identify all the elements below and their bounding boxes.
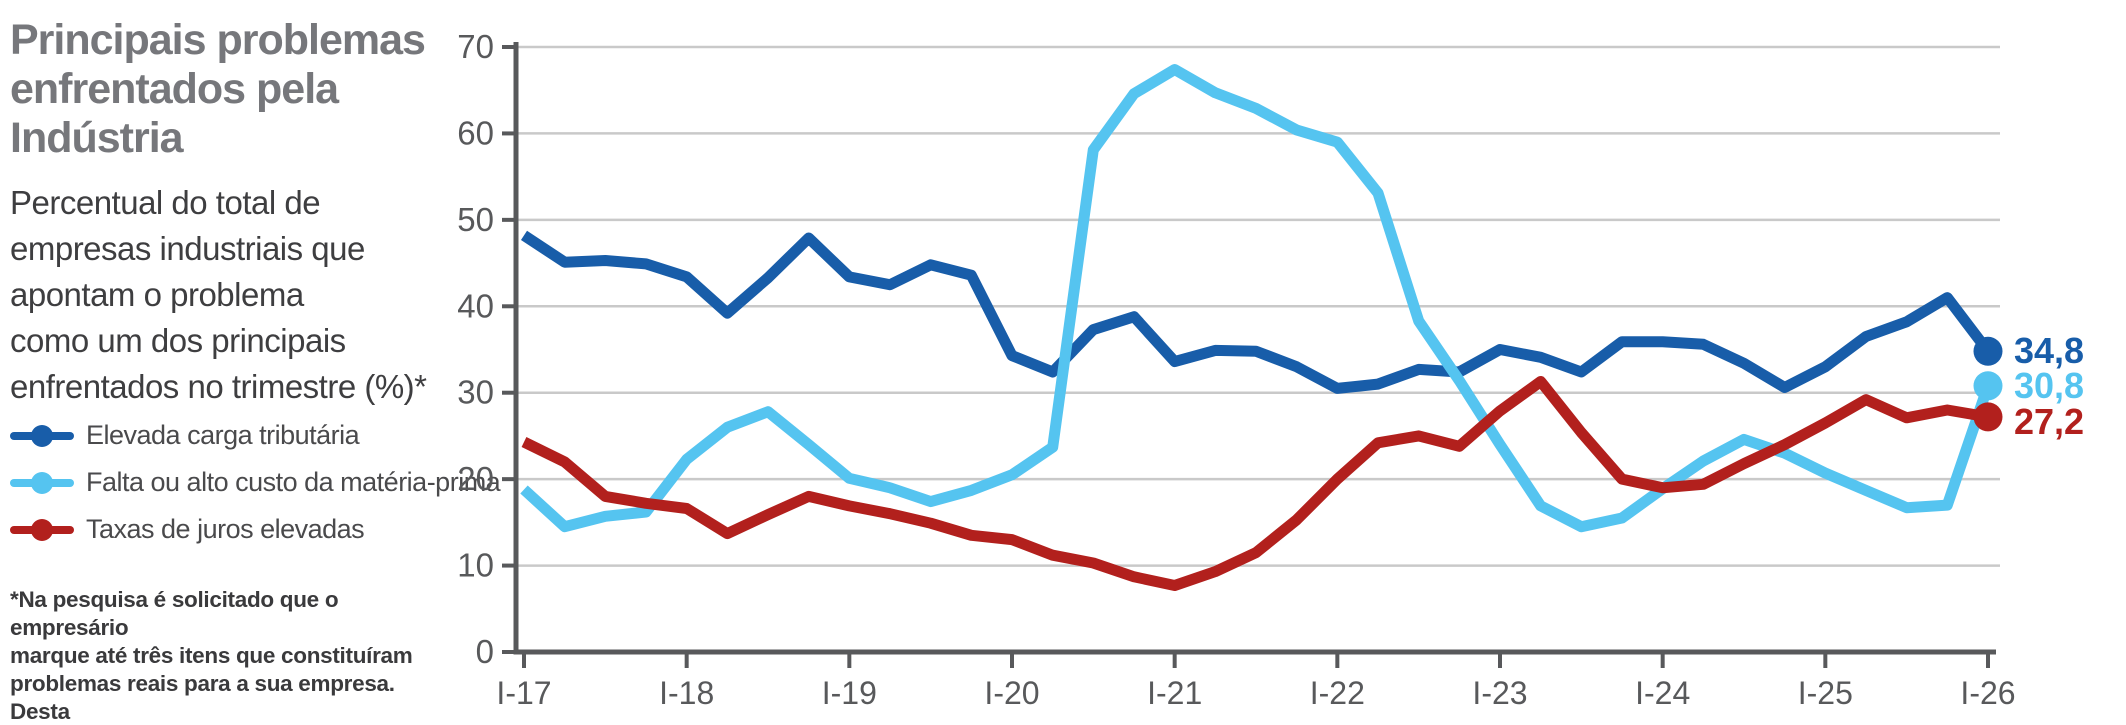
series-end-label: 34,8	[2014, 330, 2084, 371]
y-tick-label: 0	[476, 633, 494, 670]
x-tick-label: I-24	[1635, 675, 1690, 711]
x-tick-label: I-18	[659, 675, 714, 711]
x-tick-label: I-23	[1472, 675, 1527, 711]
y-tick-label: 10	[457, 547, 494, 584]
subtitle-line: apontam o problema	[10, 276, 304, 313]
series-end-label: 27,2	[2014, 401, 2084, 442]
legend: Elevada carga tributária Falta ou alto c…	[10, 412, 501, 553]
subtitle-line: como um dos principais	[10, 322, 346, 359]
line-dot-marker-icon	[10, 518, 74, 542]
axis-line	[513, 42, 1996, 655]
line-dot-marker-icon	[10, 424, 74, 448]
legend-label: Taxas de juros elevadas	[86, 514, 365, 544]
series-end-dot	[1973, 402, 2003, 432]
x-tick-label: I-20	[984, 675, 1039, 711]
legend-item-materia-prima: Falta ou alto custo da matéria-prima	[10, 459, 501, 506]
subtitle-line: empresas industriais que	[10, 230, 365, 267]
subtitle-line: enfrentados no trimestre (%)*	[10, 368, 427, 405]
line-dot-marker-icon	[10, 471, 74, 495]
legend-item-carga-tributaria: Elevada carga tributária	[10, 412, 480, 459]
y-tick-label: 30	[457, 374, 494, 411]
y-tick-label: 20	[457, 460, 494, 497]
series-line-2	[521, 376, 1989, 591]
series-end-dot	[1973, 371, 2003, 401]
x-tick-label: I-17	[496, 675, 551, 711]
y-tick-label: 40	[457, 287, 494, 324]
y-tick-label: 50	[457, 201, 494, 238]
legend-label: Falta ou alto custo da matéria-prima	[86, 467, 501, 497]
footnote-line: marque até três itens que constituíram	[10, 643, 413, 668]
x-tick-label: I-19	[822, 675, 877, 711]
footnote-line: *Na pesquisa é solicitado que o empresár…	[10, 587, 339, 640]
x-tick-label: I-22	[1310, 675, 1365, 711]
y-tick-label: 70	[457, 28, 494, 65]
series-line-1	[520, 64, 1994, 533]
legend-item-juros: Taxas de juros elevadas	[10, 506, 480, 553]
subtitle-line: Percentual do total de	[10, 184, 321, 221]
chart-subtitle: Percentual do total de empresas industri…	[10, 180, 480, 410]
chart-footnote: *Na pesquisa é solicitado que o empresár…	[10, 586, 440, 725]
x-tick-label: I-21	[1147, 675, 1202, 711]
title-line: Principais problemas	[10, 16, 426, 64]
series-end-label: 30,8	[2014, 365, 2084, 406]
x-tick-label: I-26	[1960, 675, 2015, 711]
series-end-dot	[1973, 336, 2003, 366]
footnote-line: problemas reais para a sua empresa. Dest…	[10, 671, 395, 724]
legend-label: Elevada carga tributária	[86, 420, 360, 450]
x-tick-label: I-25	[1798, 675, 1853, 711]
page-title: Principais problemas enfrentados pela In…	[10, 16, 480, 163]
title-line: enfrentados pela	[10, 65, 339, 113]
title-line: Indústria	[10, 114, 184, 162]
y-tick-label: 60	[457, 114, 494, 151]
series-line-0	[520, 230, 1993, 394]
